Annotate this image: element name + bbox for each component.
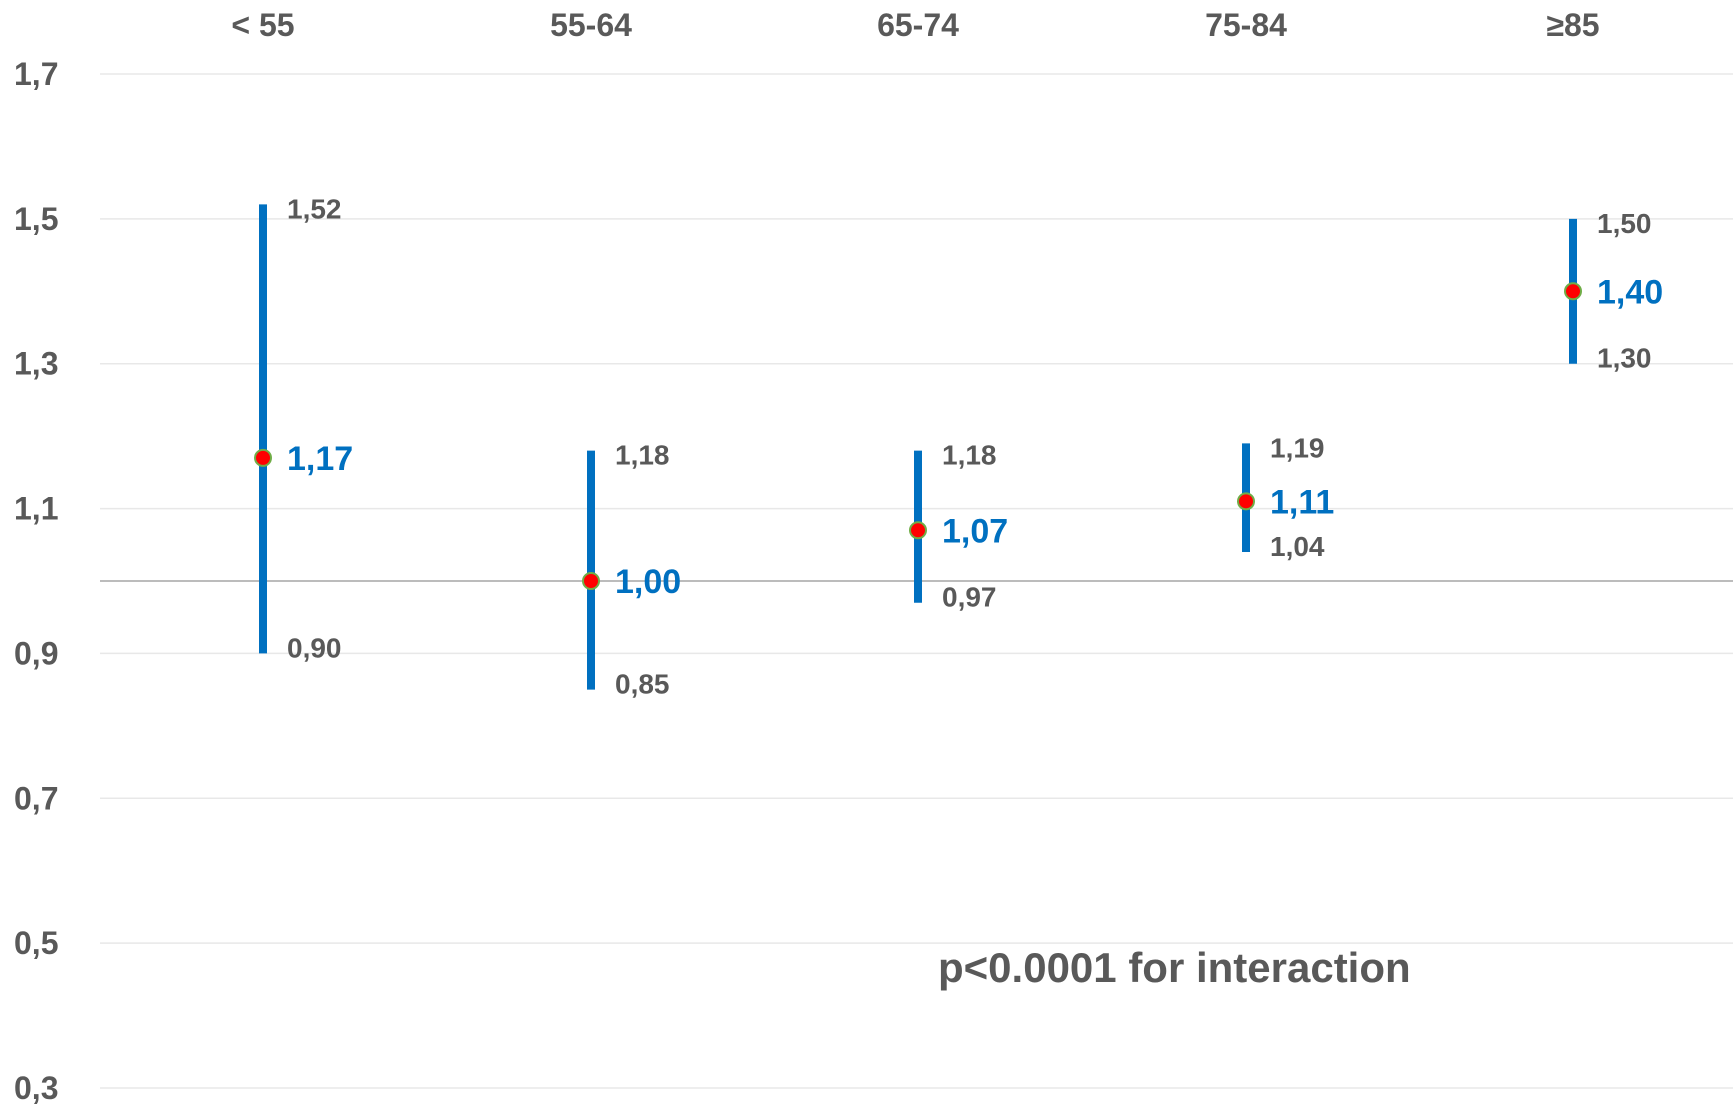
upper-ci-label: 1,19 (1270, 432, 1325, 463)
category-label: ≥85 (1546, 7, 1599, 43)
category-labels: < 55 55-64 65-74 75-84 ≥85 (231, 7, 1599, 43)
estimate-label: 1,07 (942, 512, 1008, 550)
lower-ci-label: 1,30 (1597, 343, 1652, 374)
interaction-p-value-annotation: p<0.0001 for interaction (938, 944, 1411, 991)
ci-group: 1,18 0,97 1,07 (909, 440, 1008, 613)
confidence-intervals: 1,52 0,90 1,17 1,18 0,85 1,00 1,18 0,97 1,07 1,19… (254, 193, 1663, 700)
y-axis-ticks: 0,3 0,5 0,7 0,9 1,1 1,3 1,5 1,7 (14, 56, 58, 1106)
y-tick-label: 1,1 (14, 491, 58, 527)
category-label: 75-84 (1205, 7, 1287, 43)
estimate-marker (1237, 492, 1255, 511)
lower-ci-label: 0,97 (942, 582, 997, 613)
lower-ci-label: 0,90 (287, 632, 342, 663)
upper-ci-label: 1,18 (615, 440, 670, 471)
estimate-marker (1564, 282, 1582, 301)
estimate-label: 1,17 (287, 440, 353, 478)
lower-ci-label: 0,85 (615, 669, 670, 700)
estimate-marker (909, 521, 927, 540)
upper-ci-label: 1,52 (287, 193, 342, 224)
y-tick-label: 1,7 (14, 56, 58, 92)
y-tick-label: 0,5 (14, 925, 58, 961)
estimate-marker (254, 448, 272, 467)
y-tick-label: 0,3 (14, 1070, 58, 1106)
estimate-marker (582, 572, 600, 590)
y-tick-label: 0,9 (14, 635, 58, 671)
ci-group: 1,18 0,85 1,00 (582, 440, 681, 700)
y-tick-label: 1,3 (14, 346, 58, 382)
ci-group: 1,19 1,04 1,11 (1237, 432, 1334, 562)
estimate-label: 1,11 (1270, 483, 1334, 521)
estimate-label: 1,40 (1597, 273, 1663, 311)
ci-group: 1,52 0,90 1,17 (254, 193, 353, 663)
y-tick-label: 0,7 (14, 780, 58, 816)
y-tick-label: 1,5 (14, 201, 58, 237)
upper-ci-label: 1,50 (1597, 208, 1652, 239)
estimate-label: 1,00 (615, 563, 681, 601)
lower-ci-label: 1,04 (1270, 531, 1325, 562)
category-label: < 55 (231, 7, 294, 43)
upper-ci-label: 1,18 (942, 440, 997, 471)
category-label: 65-74 (877, 7, 959, 43)
ci-group: 1,50 1,30 1,40 (1564, 208, 1663, 374)
category-label: 55-64 (550, 7, 632, 43)
